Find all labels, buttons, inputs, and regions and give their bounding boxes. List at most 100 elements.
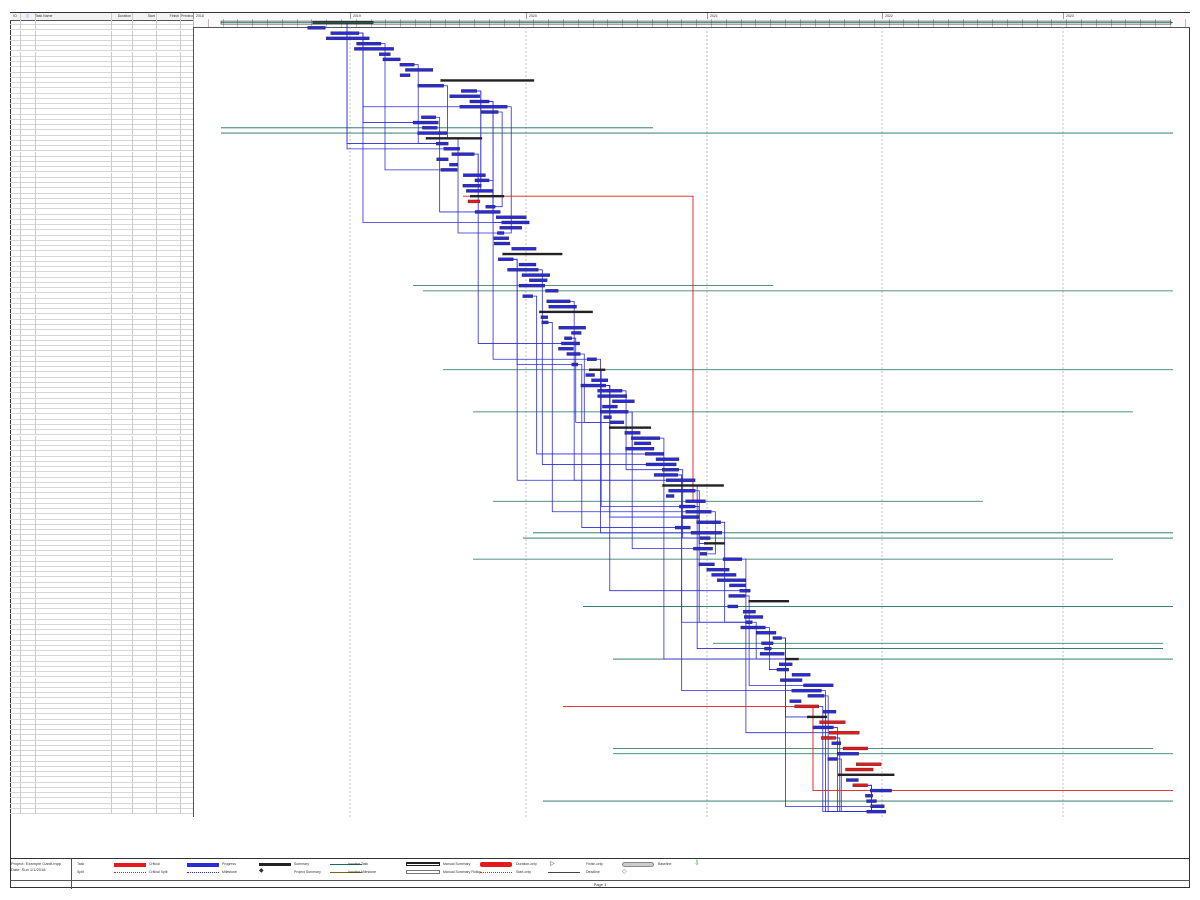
table-cell[interactable] (10, 446, 21, 452)
table-cell[interactable] (133, 724, 157, 730)
table-cell[interactable] (35, 730, 112, 736)
table-cell[interactable] (10, 393, 21, 399)
table-cell[interactable] (10, 214, 21, 220)
table-cell[interactable] (20, 272, 36, 278)
table-cell[interactable] (133, 688, 157, 694)
table-cell[interactable] (157, 56, 181, 62)
table-cell[interactable] (20, 435, 36, 441)
table-cell[interactable] (181, 146, 193, 151)
table-row[interactable] (10, 530, 193, 536)
table-cell[interactable] (111, 451, 133, 457)
table-cell[interactable] (111, 730, 133, 736)
table-row[interactable] (10, 88, 193, 94)
table-row[interactable] (10, 398, 193, 404)
table-cell[interactable] (133, 382, 157, 388)
table-cell[interactable] (111, 519, 133, 525)
table-cell[interactable] (157, 314, 181, 320)
table-cell[interactable] (133, 551, 157, 557)
table-cell[interactable] (20, 109, 36, 115)
table-cell[interactable] (10, 67, 21, 73)
table-cell[interactable] (35, 740, 112, 746)
table-cell[interactable] (157, 803, 181, 809)
table-cell[interactable] (10, 546, 21, 551)
table-cell[interactable] (10, 740, 21, 746)
table-cell[interactable] (20, 693, 36, 699)
table-cell[interactable] (10, 514, 21, 520)
table-cell[interactable] (20, 230, 36, 236)
table-row[interactable] (10, 709, 193, 715)
table-row[interactable] (10, 261, 193, 268)
table-cell[interactable] (133, 109, 157, 115)
table-cell[interactable] (111, 603, 133, 609)
table-row[interactable] (10, 540, 193, 546)
table-cell[interactable] (157, 614, 181, 620)
table-row[interactable] (10, 572, 193, 578)
table-cell[interactable] (133, 798, 157, 804)
table-cell[interactable] (20, 745, 36, 751)
table-cell[interactable] (157, 298, 181, 304)
table-row[interactable] (10, 98, 193, 105)
table-cell[interactable] (35, 403, 112, 409)
table-cell[interactable] (133, 330, 157, 336)
table-row[interactable] (10, 283, 193, 289)
table-cell[interactable] (181, 362, 193, 367)
table-cell[interactable] (20, 314, 36, 320)
table-cell[interactable] (181, 278, 193, 283)
table-cell[interactable] (133, 130, 157, 136)
table-cell[interactable] (10, 267, 21, 273)
table-row[interactable] (10, 661, 193, 667)
table-cell[interactable] (20, 425, 36, 431)
table-cell[interactable] (20, 714, 36, 720)
table-cell[interactable] (133, 198, 157, 204)
table-cell[interactable] (35, 314, 112, 320)
table-cell[interactable] (111, 709, 133, 715)
table-cell[interactable] (20, 56, 36, 62)
table-cell[interactable] (181, 399, 193, 404)
table-cell[interactable] (35, 209, 112, 215)
table-cell[interactable] (10, 745, 21, 751)
table-cell[interactable] (111, 288, 133, 294)
gantt-chart[interactable]: 2018 2019 2020 2021 2022 2023 (193, 13, 1190, 817)
table-cell[interactable] (20, 198, 36, 204)
table-cell[interactable] (181, 94, 193, 99)
table-cell[interactable] (133, 703, 157, 709)
table-cell[interactable] (133, 540, 157, 546)
table-cell[interactable] (181, 425, 193, 430)
table-cell[interactable] (181, 267, 193, 272)
table-cell[interactable] (181, 41, 193, 46)
table-cell[interactable] (157, 719, 181, 725)
table-cell[interactable] (35, 425, 112, 431)
table-cell[interactable] (111, 419, 133, 425)
table-cell[interactable] (20, 83, 36, 89)
table-cell[interactable] (111, 114, 133, 120)
table-cell[interactable] (133, 319, 157, 325)
table-cell[interactable] (111, 551, 133, 557)
table-cell[interactable] (157, 777, 181, 783)
table-cell[interactable] (133, 119, 157, 125)
table-cell[interactable] (133, 235, 157, 241)
table-cell[interactable] (35, 62, 112, 68)
table-cell[interactable] (10, 130, 21, 136)
table-cell[interactable] (35, 666, 112, 672)
table-row[interactable] (10, 146, 193, 152)
table-cell[interactable] (133, 577, 157, 583)
table-row[interactable] (10, 645, 193, 652)
table-cell[interactable] (133, 172, 157, 178)
table-cell[interactable] (35, 130, 112, 136)
table-cell[interactable] (181, 635, 193, 640)
table-cell[interactable] (35, 109, 112, 115)
table-cell[interactable] (35, 83, 112, 89)
table-cell[interactable] (35, 298, 112, 304)
table-row[interactable] (10, 172, 193, 178)
table-cell[interactable] (157, 440, 181, 446)
table-cell[interactable] (111, 809, 133, 814)
table-cell[interactable] (20, 41, 36, 47)
col-id-header[interactable]: ID (10, 13, 21, 20)
table-cell[interactable] (10, 798, 21, 804)
table-cell[interactable] (111, 340, 133, 346)
table-cell[interactable] (157, 735, 181, 741)
table-cell[interactable] (10, 509, 21, 515)
table-cell[interactable] (35, 372, 112, 378)
table-row[interactable] (10, 777, 193, 783)
table-cell[interactable] (35, 488, 112, 494)
